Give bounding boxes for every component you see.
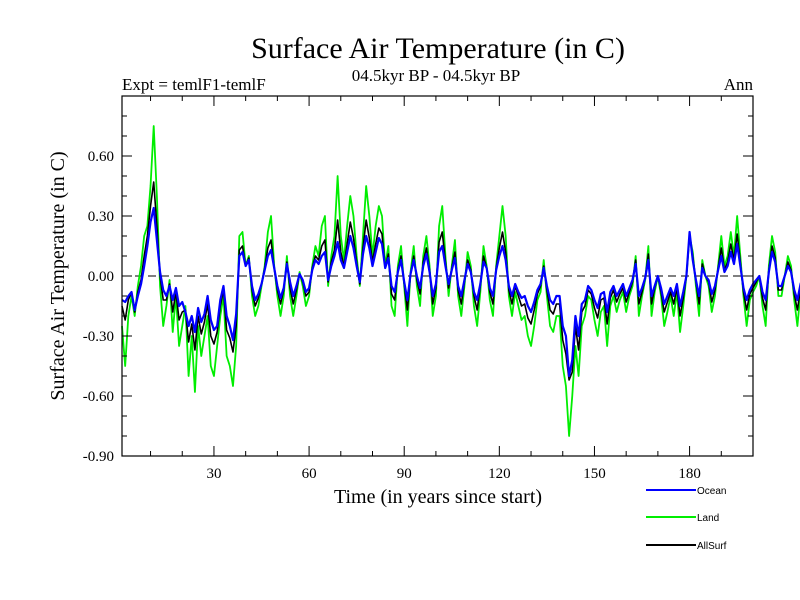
- legend-entry-ocean: Ocean: [646, 486, 726, 497]
- chart-title: Surface Air Temperature (in C): [251, 32, 625, 65]
- plot-area: 30 60 90 120 150 180 -0.90 -0.60 -0.30 0.00 0.30 0.…: [83, 95, 800, 482]
- y-tick-label: -0.30: [83, 329, 114, 345]
- period-label: 04.5kyr BP - 04.5kyr BP: [352, 66, 520, 85]
- x-tick-label: 90: [397, 466, 412, 482]
- series-line-allsurf: [121, 181, 800, 381]
- y-tick-label: 0.30: [88, 209, 114, 225]
- x-tick-label: 180: [678, 466, 701, 482]
- x-tick-label: 30: [206, 466, 221, 482]
- series-line-land: [121, 125, 800, 437]
- legend: Ocean Land AllSurf: [646, 486, 727, 552]
- x-axis-title: Time (in years since start): [334, 486, 542, 508]
- legend-label-allsurf: AllSurf: [697, 541, 727, 552]
- legend-entry-land: Land: [646, 513, 719, 524]
- y-axis-title: Surface Air Temperature (in C): [47, 151, 69, 400]
- x-tick-label: 60: [302, 466, 317, 482]
- season-label: Ann: [724, 75, 754, 94]
- x-tick-label: 120: [488, 466, 511, 482]
- x-tick-label: 150: [583, 466, 606, 482]
- y-tick-label: 0.00: [88, 269, 114, 285]
- series-line-ocean: [121, 206, 800, 378]
- y-tick-label: -0.90: [83, 449, 114, 465]
- y-tick-label: -0.60: [83, 389, 114, 405]
- legend-entry-allsurf: AllSurf: [646, 541, 727, 552]
- legend-label-land: Land: [697, 513, 719, 524]
- legend-label-ocean: Ocean: [697, 486, 726, 497]
- y-tick-label: 0.60: [88, 149, 114, 165]
- experiment-label: Expt = temlF1-temlF: [122, 75, 266, 94]
